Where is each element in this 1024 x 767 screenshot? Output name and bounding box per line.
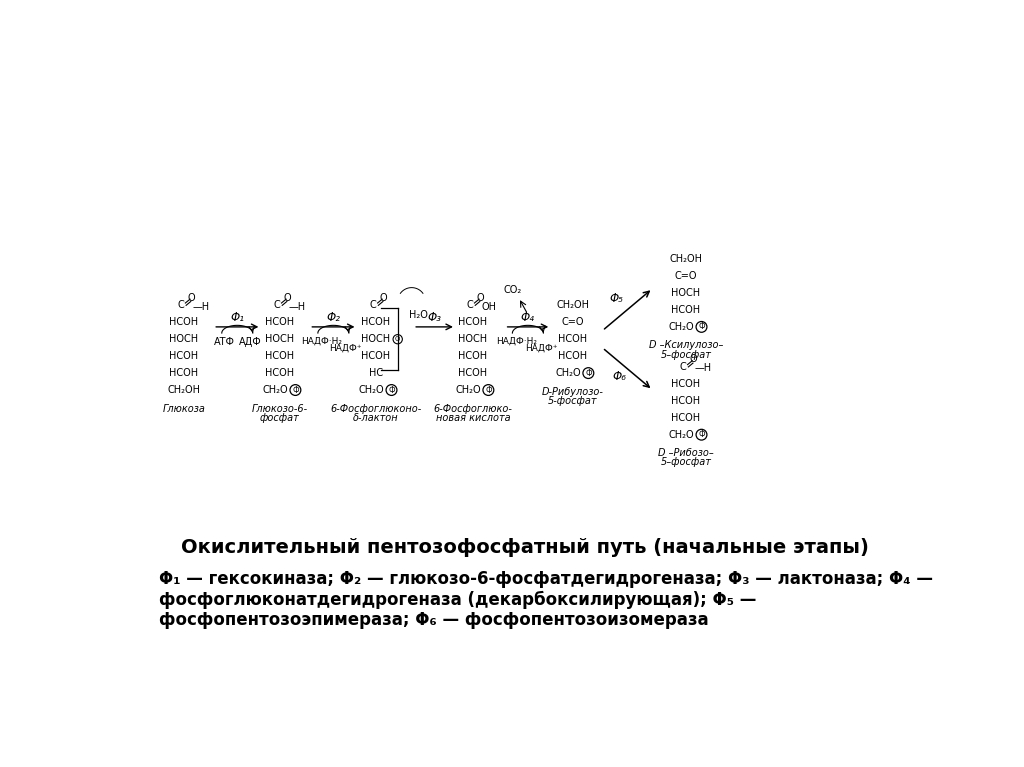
Text: HCOH: HCOH (558, 351, 588, 361)
Text: HCOH: HCOH (169, 368, 199, 378)
Text: H₂O: H₂O (410, 310, 428, 320)
Text: HCOH: HCOH (672, 413, 700, 423)
Text: HCOH: HCOH (672, 396, 700, 406)
Text: Φ₁ — гексокиназа; Φ₂ — глюкозо-6-фосфатдегидрогеназа; Φ₃ — лактоназа; Φ₄ —: Φ₁ — гексокиназа; Φ₂ — глюкозо-6-фосфатд… (159, 570, 933, 588)
Text: HOCH: HOCH (459, 334, 487, 344)
Text: Φ₃: Φ₃ (427, 311, 441, 324)
Text: HCOH: HCOH (459, 318, 487, 328)
Text: НАДФ⁺: НАДФ⁺ (525, 344, 557, 353)
Text: HCOH: HCOH (169, 318, 199, 328)
Text: HOCH: HOCH (361, 334, 390, 344)
Text: Φ₆: Φ₆ (612, 370, 627, 384)
Text: Φ₂: Φ₂ (327, 311, 340, 324)
Text: Ф: Ф (485, 386, 492, 394)
Text: O: O (284, 293, 292, 303)
Text: D –Ксилулозо–: D –Ксилулозо– (649, 341, 723, 351)
Text: —H: —H (694, 364, 712, 374)
Text: CH₂O: CH₂O (669, 430, 694, 439)
Text: Ф: Ф (388, 386, 395, 394)
Text: АДФ: АДФ (239, 337, 262, 347)
Text: HCOH: HCOH (169, 351, 199, 361)
Text: Φ₅: Φ₅ (609, 292, 624, 305)
Text: новая кислота: новая кислота (435, 413, 510, 423)
Text: CH₂OH: CH₂OH (167, 385, 201, 395)
Text: CH₂OH: CH₂OH (670, 254, 702, 264)
Text: HCOH: HCOH (672, 379, 700, 389)
Text: HCOH: HCOH (361, 351, 390, 361)
Text: HCOH: HCOH (459, 351, 487, 361)
Text: CH₂O: CH₂O (456, 385, 481, 395)
Text: CH₂O: CH₂O (669, 322, 694, 332)
Text: 5-фосфат: 5-фосфат (548, 396, 598, 406)
Text: HOCH: HOCH (265, 334, 295, 344)
Text: HCOH: HCOH (265, 318, 295, 328)
Text: CH₂O: CH₂O (262, 385, 288, 395)
Text: CH₂O: CH₂O (358, 385, 384, 395)
Text: D –Рибозо–: D –Рибозо– (658, 448, 714, 458)
Text: C=O: C=O (675, 271, 697, 281)
Text: Глюкозо-6-: Глюкозо-6- (252, 403, 308, 413)
Text: фосфопентозоэпимераза; Φ₆ — фосфопентозоизомераза: фосфопентозоэпимераза; Φ₆ — фосфопентозо… (159, 611, 709, 629)
Text: CH₂OH: CH₂OH (556, 301, 590, 311)
Text: CH₂O: CH₂O (555, 368, 581, 378)
Text: НАДФ·Н₂: НАДФ·Н₂ (497, 336, 538, 345)
Text: Ф: Ф (292, 386, 299, 394)
Text: HCOH: HCOH (361, 318, 390, 328)
Text: фосфат: фосфат (260, 413, 300, 423)
Text: C: C (680, 362, 686, 372)
Text: —H: —H (193, 302, 210, 312)
Text: Ф: Ф (698, 322, 705, 331)
Text: 6-Фосфоглюконо-: 6-Фосфоглюконо- (331, 403, 422, 413)
Text: O: O (690, 354, 697, 364)
Text: Ф: Ф (698, 430, 705, 439)
Text: HCOH: HCOH (265, 368, 295, 378)
Text: 6-Фосфоглюко-: 6-Фосфоглюко- (433, 403, 512, 413)
Text: АТФ: АТФ (214, 337, 234, 347)
Text: Φ₁: Φ₁ (230, 311, 245, 324)
Text: Глюкоза: Глюкоза (163, 403, 205, 413)
Circle shape (393, 334, 402, 344)
Text: НАДФ·Н₂: НАДФ·Н₂ (301, 336, 342, 345)
Text: HCOH: HCOH (459, 368, 487, 378)
Text: C: C (273, 301, 281, 311)
Text: C: C (177, 301, 184, 311)
Text: HCOH: HCOH (558, 334, 588, 344)
Text: C: C (466, 301, 473, 311)
Text: O: O (187, 293, 196, 303)
Text: НАДФ⁺: НАДФ⁺ (330, 344, 362, 353)
Text: OH: OH (481, 302, 497, 312)
Text: δ-лактон: δ-лактон (353, 413, 398, 423)
Text: HOCH: HOCH (169, 334, 199, 344)
Text: C: C (370, 301, 376, 311)
Text: C=O: C=O (561, 318, 584, 328)
Text: фосфоглюконатдегидрогеназа (декарбоксилирующая); Φ₅ —: фосфоглюконатдегидрогеназа (декарбоксили… (159, 591, 757, 608)
Text: O: O (477, 293, 484, 303)
Text: O: O (380, 293, 387, 303)
Text: Окислительный пентозофосфатный путь (начальные этапы): Окислительный пентозофосфатный путь (нач… (181, 538, 868, 558)
Text: HC: HC (369, 368, 383, 378)
Text: 5–фосфат: 5–фосфат (660, 457, 712, 467)
Text: D-Рибулозо-: D-Рибулозо- (542, 387, 604, 397)
Text: Φ₄: Φ₄ (521, 311, 535, 324)
Text: CO₂: CO₂ (503, 285, 521, 295)
Text: —H: —H (289, 302, 305, 312)
Text: HOCH: HOCH (672, 288, 700, 298)
Text: O: O (395, 336, 400, 342)
Text: HCOH: HCOH (672, 305, 700, 315)
Text: HCOH: HCOH (265, 351, 295, 361)
Text: Ф: Ф (585, 369, 592, 377)
Text: 5–фосфат: 5–фосфат (660, 350, 712, 360)
